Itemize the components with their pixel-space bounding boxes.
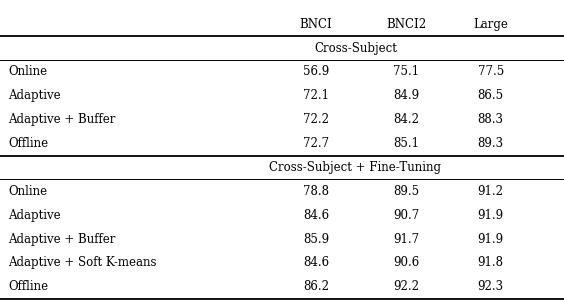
Text: 86.2: 86.2 [303, 280, 329, 293]
Text: 84.6: 84.6 [303, 209, 329, 222]
Text: Adaptive + Buffer: Adaptive + Buffer [8, 113, 116, 126]
Text: Cross-Subject: Cross-Subject [314, 42, 396, 55]
Text: BNCI: BNCI [299, 18, 332, 31]
Text: 72.1: 72.1 [303, 89, 329, 102]
Text: Offline: Offline [8, 280, 49, 293]
Text: 78.8: 78.8 [303, 185, 329, 198]
Text: Online: Online [8, 66, 47, 79]
Text: Offline: Offline [8, 137, 49, 150]
Text: 89.3: 89.3 [478, 137, 504, 150]
Text: 75.1: 75.1 [393, 66, 419, 79]
Text: Online: Online [8, 185, 47, 198]
Text: 72.7: 72.7 [303, 137, 329, 150]
Text: 89.5: 89.5 [393, 185, 419, 198]
Text: Adaptive: Adaptive [8, 209, 61, 222]
Text: 90.7: 90.7 [393, 209, 419, 222]
Text: 86.5: 86.5 [478, 89, 504, 102]
Text: 85.1: 85.1 [393, 137, 419, 150]
Text: Adaptive + Buffer: Adaptive + Buffer [8, 233, 116, 245]
Text: 84.6: 84.6 [303, 257, 329, 270]
Text: 90.6: 90.6 [393, 257, 419, 270]
Text: 91.9: 91.9 [478, 209, 504, 222]
Text: 91.9: 91.9 [478, 233, 504, 245]
Text: Adaptive: Adaptive [8, 89, 61, 102]
Text: 77.5: 77.5 [478, 66, 504, 79]
Text: 72.2: 72.2 [303, 113, 329, 126]
Text: Large: Large [473, 18, 508, 31]
Text: Cross-Subject + Fine-Tuning: Cross-Subject + Fine-Tuning [270, 161, 441, 174]
Text: 88.3: 88.3 [478, 113, 504, 126]
Text: 91.8: 91.8 [478, 257, 504, 270]
Text: Adaptive + Soft K-means: Adaptive + Soft K-means [8, 257, 157, 270]
Text: 85.9: 85.9 [303, 233, 329, 245]
Text: 84.9: 84.9 [393, 89, 419, 102]
Text: 84.2: 84.2 [393, 113, 419, 126]
Text: 91.7: 91.7 [393, 233, 419, 245]
Text: BNCI2: BNCI2 [386, 18, 426, 31]
Text: 92.3: 92.3 [478, 280, 504, 293]
Text: 91.2: 91.2 [478, 185, 504, 198]
Text: 56.9: 56.9 [303, 66, 329, 79]
Text: 92.2: 92.2 [393, 280, 419, 293]
